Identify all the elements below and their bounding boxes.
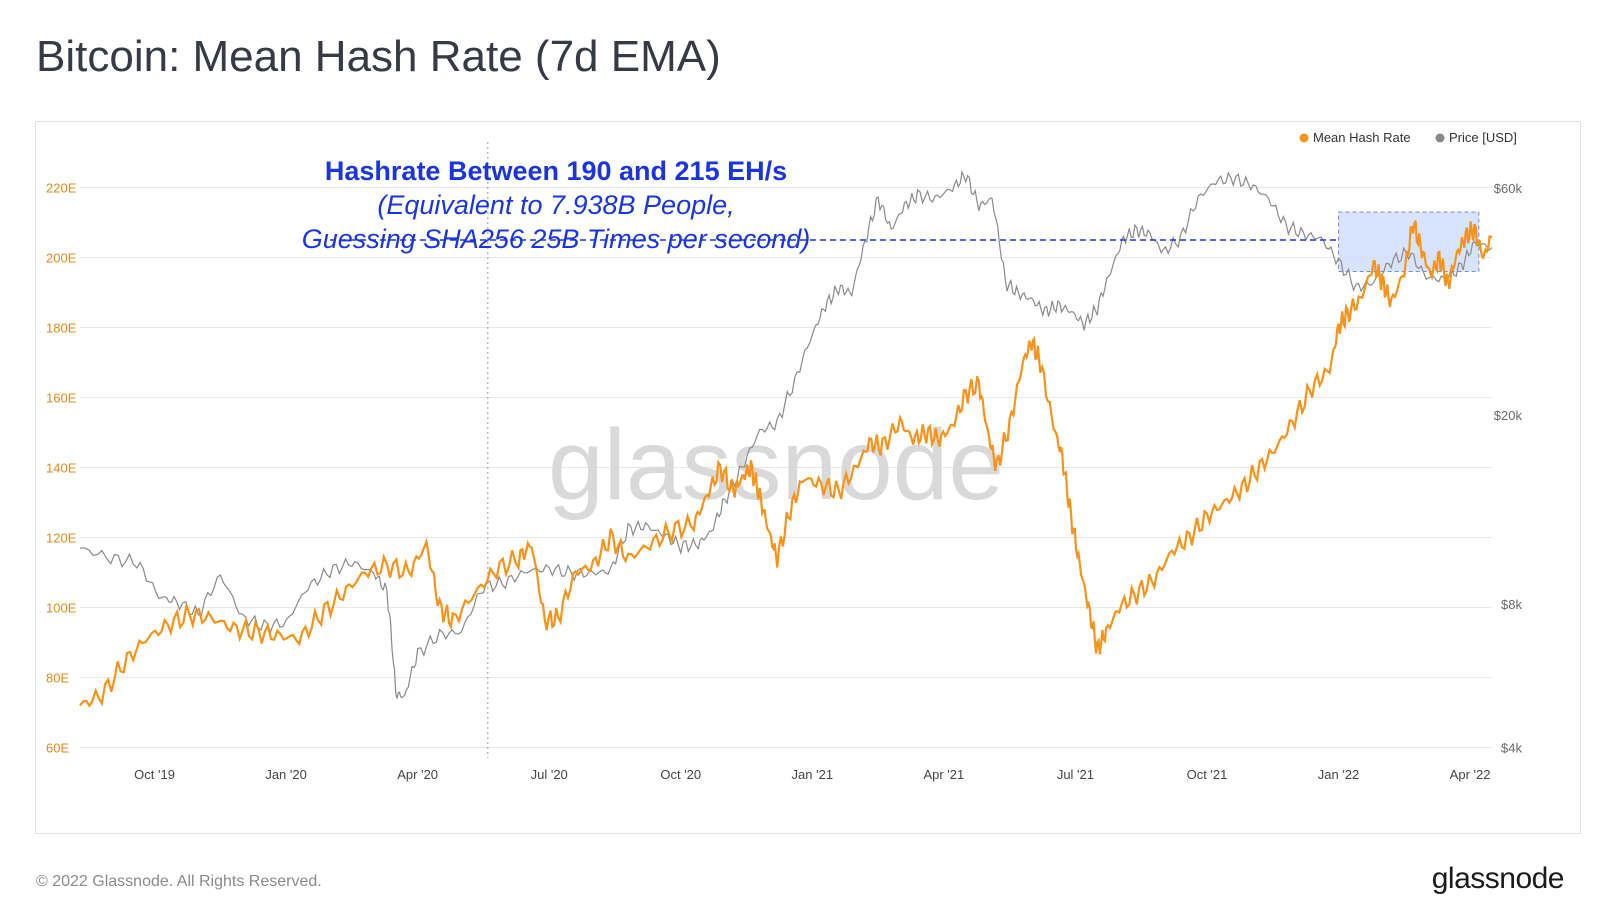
right-tick-label: $60k (1494, 181, 1523, 196)
left-tick-label: 120E (46, 531, 77, 546)
page-title: Bitcoin: Mean Hash Rate (7d EMA) (36, 32, 721, 81)
legend: Mean Hash Rate Price [USD] (1299, 130, 1517, 145)
series-lines (79, 169, 1493, 708)
brand-logo: glassnode (1431, 862, 1565, 895)
legend-label: Mean Hash Rate (1313, 130, 1411, 145)
annotation: Hashrate Between 190 and 215 EH/s (Equiv… (302, 156, 811, 254)
hash-rate-line (79, 220, 1493, 708)
legend-swatch (1299, 133, 1309, 143)
x-tick-label: Oct '19 (134, 767, 175, 782)
x-tick-label: Apr '20 (397, 767, 438, 782)
x-tick-label: Apr '21 (923, 767, 964, 782)
legend-swatch (1435, 133, 1445, 143)
x-tick-label: Apr '22 (1450, 767, 1491, 782)
left-tick-label: 60E (46, 741, 69, 756)
annotation-line-1: (Equivalent to 7.938B People, (377, 190, 734, 220)
x-tick-label: Jul '20 (531, 767, 568, 782)
annotation-heading: Hashrate Between 190 and 215 EH/s (325, 156, 787, 186)
left-tick-label: 220E (46, 181, 77, 196)
chart-svg: glassnode 60E80E100E120E140E160E180E200E… (46, 130, 1522, 783)
x-tick-label: Jan '21 (792, 767, 834, 782)
left-tick-label: 80E (46, 671, 69, 686)
price-line (79, 169, 1493, 699)
right-tick-label: $8k (1501, 597, 1522, 612)
legend-label: Price [USD] (1449, 130, 1517, 145)
left-tick-label: 200E (46, 251, 77, 266)
x-tick-label: Jan '20 (265, 767, 307, 782)
axis-labels: 60E 80E 100E 120E 140E 160E 180E 200E 220E $4k $8k… (46, 181, 1522, 783)
left-tick-label: 140E (46, 461, 77, 476)
x-tick-label: Jan '22 (1318, 767, 1360, 782)
x-tick-label: Jul '21 (1057, 767, 1094, 782)
right-tick-label: $4k (1501, 740, 1522, 755)
chart-frame: glassnode 60E 80E 100E 120E 140E 160E 180E 200E… (35, 121, 1581, 834)
x-tick-label: Oct '20 (660, 767, 701, 782)
copyright-footer: © 2022 Glassnode. All Rights Reserved. (36, 873, 322, 890)
annotation-line-2: Guessing SHA256 25B Times per second) (302, 224, 811, 254)
right-tick-label: $20k (1494, 408, 1523, 423)
x-tick-label: Oct '21 (1187, 767, 1228, 782)
left-tick-label: 160E (46, 391, 77, 406)
left-tick-label: 180E (46, 321, 77, 336)
left-tick-label: 100E (46, 601, 77, 616)
